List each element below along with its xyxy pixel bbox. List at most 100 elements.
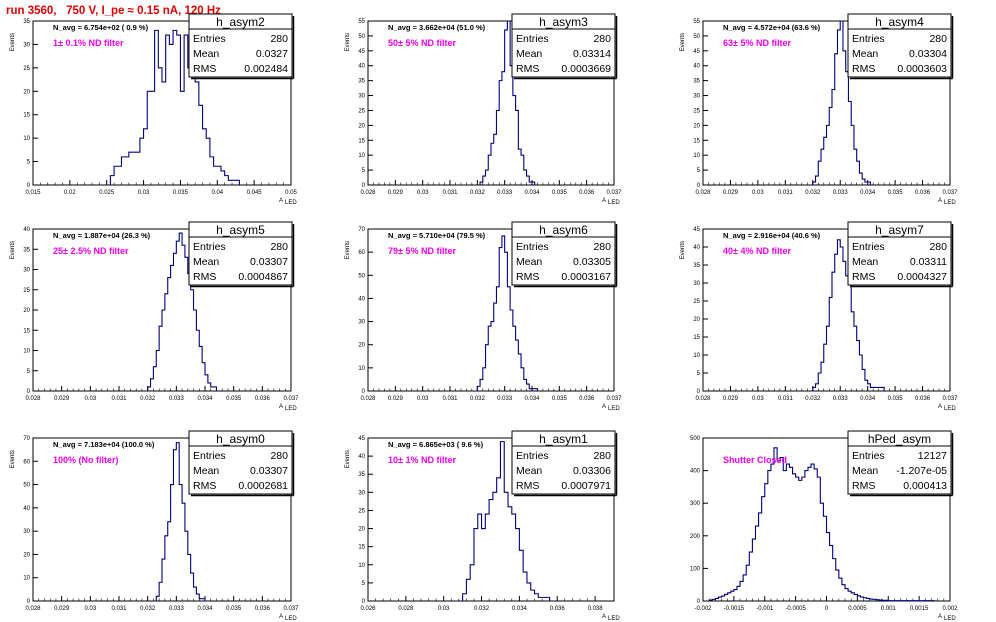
x-tick-label: 0.028 xyxy=(25,606,41,612)
plot-frame xyxy=(367,20,615,186)
navg-label: N_avg = 1.887e+04 (26.3 %) xyxy=(53,231,151,240)
x-tick-label: 0.03 xyxy=(752,190,764,196)
x-tick-label: 0.03 xyxy=(438,606,450,612)
stats-row-value: 0.0007971 xyxy=(561,480,611,492)
x-tick-label: -0.0015 xyxy=(724,606,745,612)
x-tick-label: 0.035 xyxy=(552,396,568,402)
x-tick-label: 0.031 xyxy=(111,396,127,402)
x-axis-title-subscript: LED xyxy=(285,200,297,206)
filter-label: 40± 4% ND filter xyxy=(723,246,791,256)
histogram-series xyxy=(812,239,885,391)
y-tick-label: 40 xyxy=(358,454,365,460)
x-tick-label: 0.035 xyxy=(888,396,904,402)
stats-histogram-name: h_asym0 xyxy=(216,432,265,446)
x-tick-label: 0.036 xyxy=(915,396,931,402)
stats-row-value: 0.03314 xyxy=(573,48,611,60)
x-axis-title: A xyxy=(938,198,942,204)
x-tick-label: 0.028 xyxy=(360,396,376,402)
stats-row-label: Entries xyxy=(852,450,885,462)
histogram-panel-hPed_asym: -0.002 -0.0015 -0.001 -0.0005 0 0.0005 0.001 0.… xyxy=(690,430,958,622)
stats-row-value: 280 xyxy=(270,241,288,253)
stats-row-label: RMS xyxy=(852,63,875,75)
y-tick-label: 5 xyxy=(697,371,701,377)
x-tick-label: 0.037 xyxy=(283,606,299,612)
x-tick-label: 0.03 xyxy=(752,396,764,402)
y-tick-label: 30 xyxy=(23,42,30,48)
x-axis-title: A xyxy=(602,614,606,620)
plot-frame xyxy=(702,228,951,392)
stats-row-label: Entries xyxy=(852,241,885,253)
histogram-panel-h_asym6: 0.028 0.029 0.03 0.031 0.032 0.033 0.034 0.035 0… xyxy=(345,221,622,412)
y-tick-label: 0 xyxy=(362,183,366,189)
y-tick-label: 10 xyxy=(693,353,700,359)
y-tick-label: 50 xyxy=(358,34,365,40)
x-tick-label: 0.032 xyxy=(474,606,490,612)
y-tick-label: 50 xyxy=(23,483,30,489)
y-tick-label: 400 xyxy=(690,469,701,475)
stats-row-value: 0.03305 xyxy=(573,256,611,268)
x-tick-label: 0.015 xyxy=(25,190,41,196)
x-tick-label: 0.032 xyxy=(470,190,486,196)
x-axis-title: A xyxy=(279,198,283,204)
y-tick-label: 15 xyxy=(23,113,30,119)
x-tick-label: 0.034 xyxy=(860,396,876,402)
y-tick-label: 35 xyxy=(23,19,30,25)
x-axis-title-subscript: LED xyxy=(285,406,297,412)
histogram-series xyxy=(479,20,536,185)
y-axis-title: Events xyxy=(10,450,16,468)
stats-row-value: 280 xyxy=(593,241,611,253)
x-tick-label: 0.036 xyxy=(255,396,271,402)
x-axis-title-subscript: LED xyxy=(608,200,620,206)
y-tick-label: 30 xyxy=(23,529,30,535)
stats-row-value: 0.03311 xyxy=(910,256,947,268)
stats-row-label: Mean xyxy=(193,465,219,477)
stats-row-value: -1.207e-05 xyxy=(896,465,947,477)
y-tick-label: 0 xyxy=(27,599,31,605)
stats-row-label: RMS xyxy=(516,271,539,283)
y-tick-label: 40 xyxy=(693,245,700,251)
x-tick-label: -0.0005 xyxy=(785,606,806,612)
x-axis-title-subscript: LED xyxy=(944,616,956,622)
x-tick-label: 0.028 xyxy=(25,396,41,402)
x-tick-label: 0.034 xyxy=(512,606,528,612)
y-tick-label: 30 xyxy=(23,268,30,274)
y-tick-label: 200 xyxy=(690,534,701,540)
x-axis-title-subscript: LED xyxy=(285,616,297,622)
x-tick-label: 0.045 xyxy=(247,190,263,196)
x-tick-label: 0.032 xyxy=(805,190,821,196)
x-tick-label: 0.029 xyxy=(54,606,70,612)
stats-box xyxy=(188,13,293,78)
navg-label: N_avg = 4.572e+04 (63.6 %) xyxy=(723,23,821,32)
x-tick-label: 0.032 xyxy=(140,396,156,402)
stats-row-value: 0.0004327 xyxy=(897,271,947,283)
x-tick-label: 0.025 xyxy=(99,190,115,196)
stats-box xyxy=(511,430,616,495)
x-tick-label: 0.037 xyxy=(942,396,958,402)
y-tick-label: 10 xyxy=(358,366,365,372)
histogram-panel-h_asym5: 0.028 0.029 0.03 0.031 0.032 0.033 0.034 0.035 0… xyxy=(10,221,299,412)
y-tick-label: 40 xyxy=(23,506,30,512)
x-tick-label: 0.028 xyxy=(398,606,414,612)
x-tick-label: 0.036 xyxy=(579,396,595,402)
y-tick-label: 10 xyxy=(23,576,30,582)
histogram-panel-h_asym0: 0.028 0.029 0.03 0.031 0.032 0.033 0.034 0.035 0… xyxy=(10,430,299,622)
histogram-series xyxy=(812,20,871,185)
filter-label: 50± 5% ND filter xyxy=(388,38,456,48)
x-tick-label: 0.033 xyxy=(833,396,849,402)
x-tick-label: 0.028 xyxy=(695,396,711,402)
x-tick-label: 0.0015 xyxy=(910,606,929,612)
y-tick-label: 25 xyxy=(693,299,700,305)
y-tick-label: 20 xyxy=(358,343,365,349)
y-tick-label: 20 xyxy=(23,308,30,314)
stats-box xyxy=(511,13,616,78)
x-tick-label: 0.029 xyxy=(388,396,404,402)
y-tick-label: 10 xyxy=(358,153,365,159)
y-tick-label: 40 xyxy=(358,64,365,70)
x-tick-label: 0.03 xyxy=(138,190,150,196)
x-tick-label: -0.002 xyxy=(694,606,712,612)
x-tick-label: 0.033 xyxy=(169,606,185,612)
x-tick-label: 0.029 xyxy=(388,190,404,196)
y-tick-label: 15 xyxy=(693,335,700,341)
stats-row-label: Entries xyxy=(193,33,226,45)
